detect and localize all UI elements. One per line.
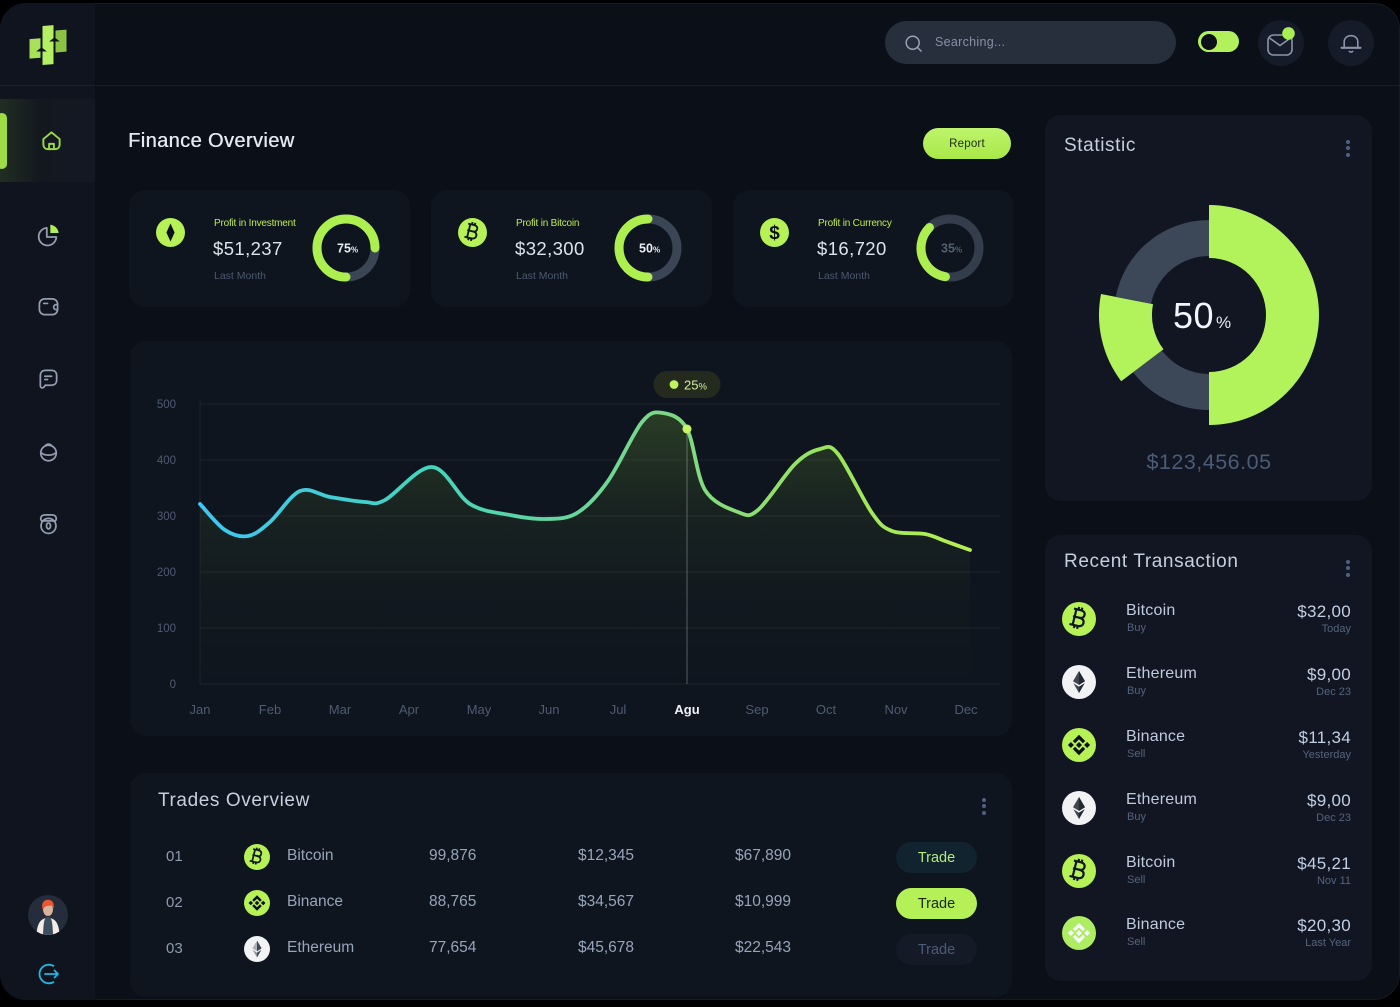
svg-text:75: 75 [337, 242, 351, 256]
svg-text:50: 50 [639, 242, 653, 256]
svg-text:Oct: Oct [816, 702, 837, 717]
svg-text:0: 0 [170, 679, 176, 691]
svg-text:100: 100 [157, 623, 176, 635]
svg-text:300: 300 [157, 511, 176, 523]
svg-text:$: $ [769, 223, 780, 244]
svg-text:25: 25 [684, 378, 698, 393]
svg-text:500: 500 [157, 399, 176, 411]
svg-text:$123,456.05: $123,456.05 [1146, 450, 1271, 474]
svg-text:Jul: Jul [610, 702, 627, 717]
svg-text:%: % [1216, 313, 1231, 332]
svg-text:%: % [351, 246, 358, 255]
svg-text:200: 200 [157, 567, 176, 579]
svg-text:Sep: Sep [745, 702, 768, 717]
svg-text:Nov: Nov [884, 702, 908, 717]
svg-text:%: % [653, 246, 660, 255]
svg-text:Dec: Dec [954, 702, 978, 717]
svg-text:Apr: Apr [399, 702, 420, 717]
svg-text:Feb: Feb [259, 702, 281, 717]
svg-text:%: % [955, 246, 962, 255]
svg-text:May: May [467, 702, 492, 717]
svg-text:Mar: Mar [329, 702, 352, 717]
svg-text:%: % [699, 382, 708, 393]
svg-text:Jan: Jan [190, 702, 211, 717]
svg-text:35: 35 [941, 242, 955, 256]
svg-text:Agu: Agu [674, 702, 699, 717]
svg-text:50: 50 [1173, 295, 1214, 336]
svg-text:Jun: Jun [539, 702, 560, 717]
svg-text:400: 400 [157, 455, 176, 467]
